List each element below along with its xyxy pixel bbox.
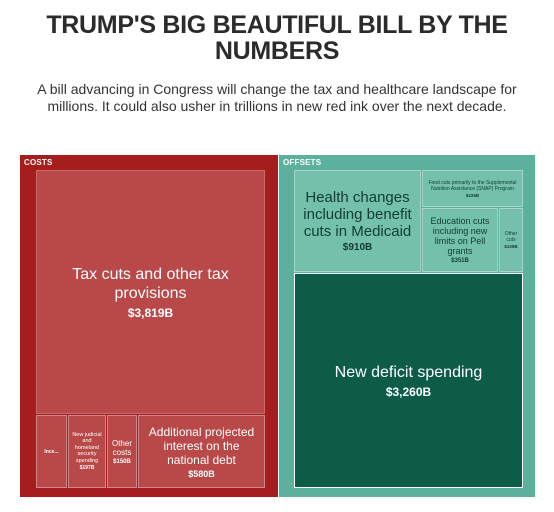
tile-interest: Additional projected interest on the nat…: [138, 415, 265, 488]
tile-deficit-label: New deficit spending: [334, 363, 483, 381]
tile-judicial-homeland: New judicial and homeland security spend…: [68, 415, 106, 488]
tile-ince-label: Ince...: [44, 448, 59, 455]
tile-health-value: $910B: [342, 242, 373, 253]
tile-education-value: $351B: [451, 258, 469, 264]
tile-education: Education cuts including new limits on P…: [422, 208, 498, 272]
tile-food: Food cuts primarily to the Supplemental …: [422, 170, 523, 207]
costs-group-label: COSTS: [24, 158, 53, 167]
tile-other-costs-value: $150B: [113, 458, 131, 465]
tile-other-costs-label: Other costs: [111, 438, 132, 457]
tile-interest-value: $580B: [188, 468, 215, 479]
tile-tax-cuts-value: $3,819B: [127, 305, 174, 320]
tile-ince: Ince...: [36, 415, 67, 488]
tile-tax-cuts: Tax cuts and other tax provisions $3,819…: [36, 170, 265, 414]
tile-other-costs: Other costs $150B: [107, 415, 137, 488]
tile-health: Health changes including benefit cuts in…: [294, 170, 421, 272]
tile-education-label: Education cuts including new limits on P…: [430, 216, 490, 256]
page-subtitle: A bill advancing in Congress will change…: [37, 81, 517, 114]
tile-food-value: $226B: [465, 192, 480, 198]
tile-deficit-value: $3,260B: [385, 384, 432, 399]
tile-tax-cuts-label: Tax cuts and other tax provisions: [72, 265, 229, 302]
tile-health-label: Health changes including benefit cuts in…: [303, 189, 412, 240]
tile-judicial-homeland-label: New judicial and homeland security spend…: [72, 431, 102, 464]
tile-interest-label: Additional projected interest on the nat…: [148, 424, 255, 467]
page-title: TRUMP'S BIG BEAUTIFUL BILL BY THE NUMBER…: [46, 11, 508, 65]
tile-food-label: Food cuts primarily to the Supplemental …: [428, 179, 517, 192]
offsets-group-label: OFFSETS: [283, 158, 322, 167]
tile-other-cuts: Other cuts $109B: [499, 208, 523, 272]
tile-judicial-homeland-value: $197B: [79, 465, 95, 472]
tile-deficit: New deficit spending $3,260B: [294, 273, 523, 488]
tile-other-cuts-value: $109B: [504, 244, 518, 249]
tile-other-cuts-label: Other cuts: [504, 231, 518, 243]
